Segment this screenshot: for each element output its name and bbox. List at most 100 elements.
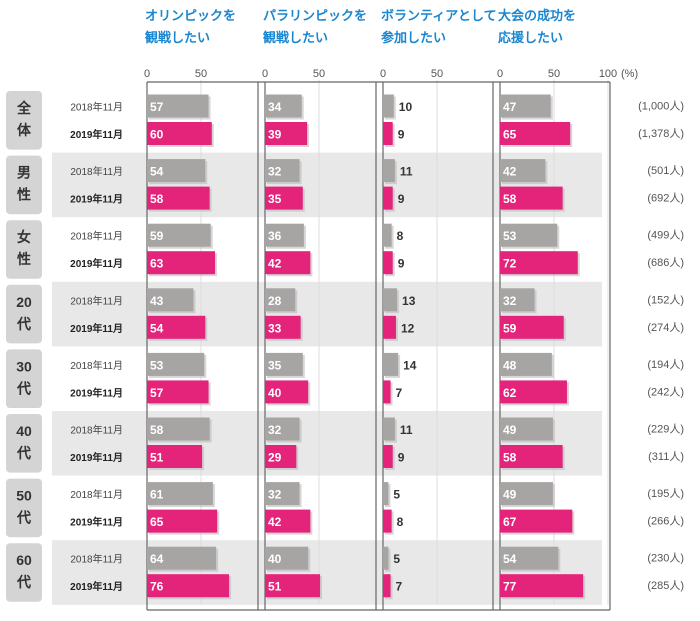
- tick-label: 100: [599, 68, 617, 80]
- bar-value-label: 51: [268, 580, 282, 594]
- group-label: 30: [16, 358, 32, 374]
- bar-2019: [383, 122, 393, 145]
- bar-value-label: 10: [399, 100, 413, 114]
- bar-value-label: 9: [398, 128, 405, 142]
- bar-value-label: 36: [268, 229, 282, 243]
- bar-value-label: 54: [150, 165, 164, 179]
- bar-value-label: 32: [268, 423, 282, 437]
- bar-2018: [500, 94, 551, 118]
- bar-value-label: 59: [503, 321, 517, 335]
- group-label-box: [6, 155, 42, 215]
- bar-value-label: 59: [150, 229, 164, 243]
- sample-size-label: (229人): [647, 423, 684, 436]
- bar-value-label: 32: [268, 165, 282, 179]
- bar-2019: [383, 380, 391, 404]
- bar-2019: [147, 315, 206, 339]
- bar-value-label: 58: [150, 192, 164, 206]
- tick-label: 50: [195, 68, 207, 80]
- bar-value-label: 63: [150, 257, 164, 271]
- sample-size-label: (274人): [647, 321, 684, 334]
- bar-2018: [147, 159, 206, 183]
- bar-2018: [383, 288, 398, 312]
- year-label: 2019年11月: [70, 322, 123, 335]
- sample-size-label: (285人): [647, 579, 684, 592]
- bar-2019: [147, 251, 216, 275]
- year-label: 2019年11月: [70, 257, 123, 270]
- year-label: 2019年11月: [70, 128, 123, 141]
- bar-value-label: 64: [150, 552, 164, 566]
- bar-2019: [265, 186, 303, 210]
- bar-2019: [383, 315, 396, 339]
- bar-value-label: 5: [393, 552, 400, 566]
- bar-value-label: 58: [503, 192, 517, 206]
- bar-value-label: 60: [150, 128, 164, 142]
- group-label-box: [6, 414, 42, 473]
- bar-value-label: 9: [398, 257, 405, 271]
- group-label: 代: [16, 380, 31, 396]
- bar-value-label: 7: [396, 580, 403, 594]
- bar-value-label: 12: [401, 321, 415, 335]
- group-label: 代: [16, 316, 31, 332]
- group-label: 性: [17, 251, 31, 267]
- bar-2018: [265, 546, 309, 570]
- bar-2018: [147, 417, 210, 441]
- bar-2018: [383, 417, 395, 441]
- group-label: 男: [17, 165, 31, 181]
- bar-2018: [265, 159, 300, 183]
- bar-value-label: 35: [268, 358, 282, 372]
- bar-2018: [147, 223, 211, 247]
- bar-2019: [147, 186, 210, 210]
- bar-value-label: 8: [397, 229, 404, 243]
- sample-size-label: (1,378人): [638, 127, 684, 140]
- bar-2018: [383, 546, 389, 570]
- bar-value-label: 72: [503, 257, 517, 271]
- bar-2019: [500, 445, 563, 468]
- bar-value-label: 11: [400, 423, 413, 437]
- group-label: 50: [16, 488, 32, 504]
- bar-value-label: 54: [503, 552, 517, 566]
- bar-value-label: 61: [150, 488, 164, 502]
- bar-2019: [500, 509, 573, 533]
- year-label: 2019年11月: [70, 451, 123, 464]
- bar-value-label: 8: [397, 515, 404, 529]
- bar-2018: [383, 352, 399, 376]
- bar-2018: [265, 94, 302, 118]
- year-label: 2019年11月: [70, 516, 123, 529]
- sample-size-label: (152人): [647, 293, 684, 306]
- group-label: 体: [17, 122, 32, 138]
- tick-label: 0: [262, 68, 268, 80]
- bar-2018: [265, 482, 300, 506]
- bar-value-label: 77: [503, 580, 517, 594]
- bar-2019: [147, 574, 230, 598]
- bar-value-label: 9: [398, 451, 405, 465]
- bar-2019: [265, 122, 308, 145]
- year-label: 2018年11月: [70, 101, 123, 114]
- bar-2019: [265, 315, 301, 339]
- bar-2019: [383, 251, 393, 275]
- bar-2018: [500, 546, 559, 570]
- bar-value-label: 58: [503, 451, 517, 465]
- year-label: 2018年11月: [70, 165, 123, 178]
- bar-value-label: 67: [503, 515, 517, 529]
- sample-size-label: (195人): [647, 487, 684, 500]
- tick-label: 50: [548, 68, 560, 80]
- bar-2018: [265, 352, 303, 376]
- sample-size-label: (242人): [647, 385, 684, 398]
- group-label: 代: [16, 574, 31, 590]
- bar-2019: [147, 445, 203, 468]
- bar-2018: [383, 223, 392, 247]
- bar-2018: [383, 482, 389, 506]
- bar-2018: [500, 482, 553, 506]
- bar-value-label: 51: [150, 451, 164, 465]
- group-label-box: [6, 478, 42, 538]
- bar-2019: [383, 445, 393, 468]
- panel-title-line: 観戦したい: [144, 30, 210, 45]
- bar-value-label: 42: [503, 165, 517, 179]
- bar-2018: [500, 159, 546, 183]
- year-label: 2018年11月: [70, 230, 123, 243]
- bar-2018: [147, 94, 209, 118]
- sample-size-label: (194人): [647, 358, 684, 371]
- panel-title-line: 観戦したい: [262, 30, 328, 45]
- bar-2018: [265, 223, 304, 247]
- bar-value-label: 11: [400, 165, 413, 179]
